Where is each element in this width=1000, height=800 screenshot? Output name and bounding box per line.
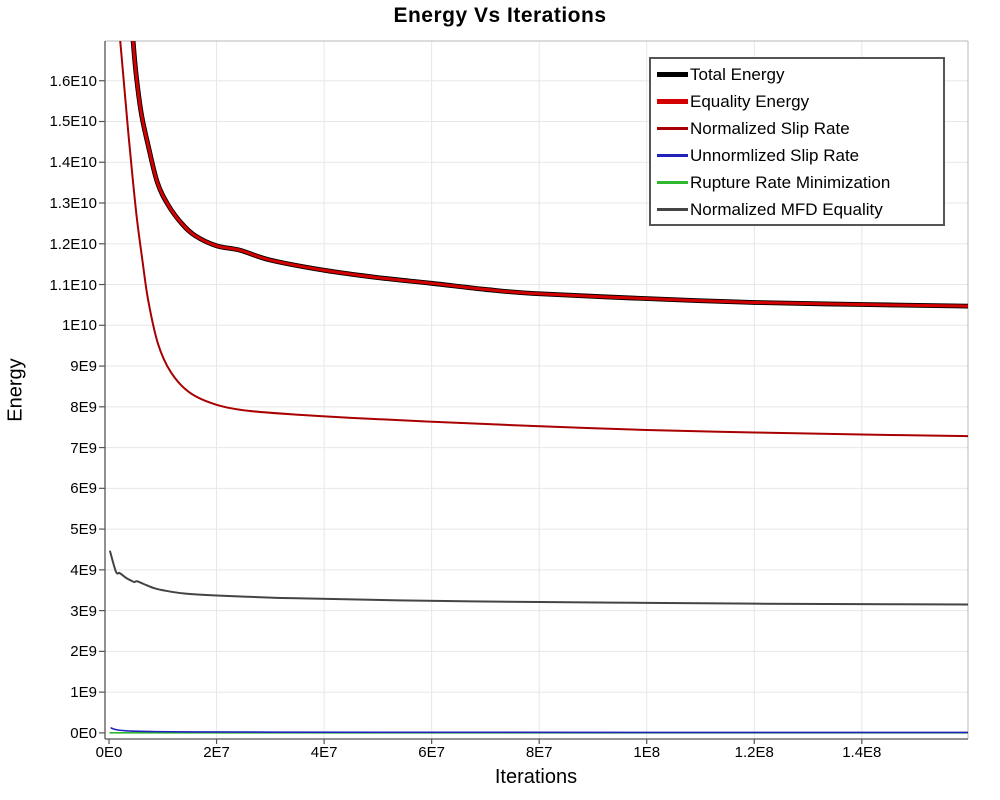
legend-item: Equality Energy <box>657 88 943 115</box>
y-tick-label: 1E9 <box>70 684 97 702</box>
legend-item-label: Equality Energy <box>690 91 810 111</box>
y-tick-label: 2E9 <box>70 643 97 661</box>
legend-item: Normalized Slip Rate <box>657 115 943 142</box>
legend-item: Total Energy <box>657 61 943 88</box>
series-equality-energy <box>131 41 968 308</box>
x-tick-label: 0E0 <box>95 744 123 761</box>
legend-swatch <box>657 154 688 157</box>
y-tick-label: 1.4E10 <box>49 154 97 172</box>
x-tick-label: 1E8 <box>633 744 661 761</box>
y-tick-label: 1.1E10 <box>49 276 97 294</box>
x-tick-label: 2E7 <box>203 744 230 761</box>
y-tick-label: 4E9 <box>70 561 97 579</box>
legend: Total Energy Equality Energy Normalized Sl… <box>649 57 945 226</box>
legend-item-label: Rupture Rate Minimization <box>690 172 891 192</box>
legend-item-label: Unnormlized Slip Rate <box>690 145 860 165</box>
y-tick-label: 1.5E10 <box>49 113 97 131</box>
y-tick-label: 5E9 <box>70 521 97 539</box>
legend-item: Unnormlized Slip Rate <box>657 142 943 169</box>
legend-swatch <box>657 127 688 130</box>
x-tick-label: 1.2E8 <box>734 744 774 761</box>
legend-item-label: Normalized Slip Rate <box>690 118 850 138</box>
legend-swatch <box>657 208 688 211</box>
legend-swatch <box>657 72 688 77</box>
y-tick-label: 1.6E10 <box>49 72 97 90</box>
x-tick-label: 4E7 <box>310 744 338 761</box>
y-tick-label: 1.2E10 <box>49 235 97 253</box>
y-tick-label: 8E9 <box>70 398 97 416</box>
x-tick-label: 1.4E8 <box>842 744 882 761</box>
chart-title: Energy Vs Iterations <box>393 4 607 27</box>
x-tick-label: 8E7 <box>525 744 553 761</box>
series-normalized-mfd-equality <box>109 550 968 606</box>
legend-item-label: Total Energy <box>690 64 785 84</box>
legend-item-label: Normalized MFD Equality <box>690 199 883 219</box>
y-tick-label: 3E9 <box>70 602 97 620</box>
legend-item: Rupture Rate Minimization <box>657 169 943 196</box>
legend-item: Normalized MFD Equality <box>657 196 943 223</box>
legend-swatch <box>657 181 688 184</box>
x-tick-label: 6E7 <box>418 744 445 761</box>
series-normalized-slip-rate <box>119 41 968 438</box>
y-tick-label: 9E9 <box>70 358 97 376</box>
y-tick-label: 1E10 <box>61 317 97 335</box>
x-axis-title: Iterations <box>494 766 578 788</box>
y-tick-label: 6E9 <box>70 480 97 498</box>
legend-swatch <box>657 99 688 104</box>
y-tick-label: 1.3E10 <box>49 195 97 213</box>
y-tick-label: 0E0 <box>70 724 97 742</box>
y-tick-label: 7E9 <box>70 439 97 457</box>
series-unnormlized-slip-rate <box>110 727 968 734</box>
